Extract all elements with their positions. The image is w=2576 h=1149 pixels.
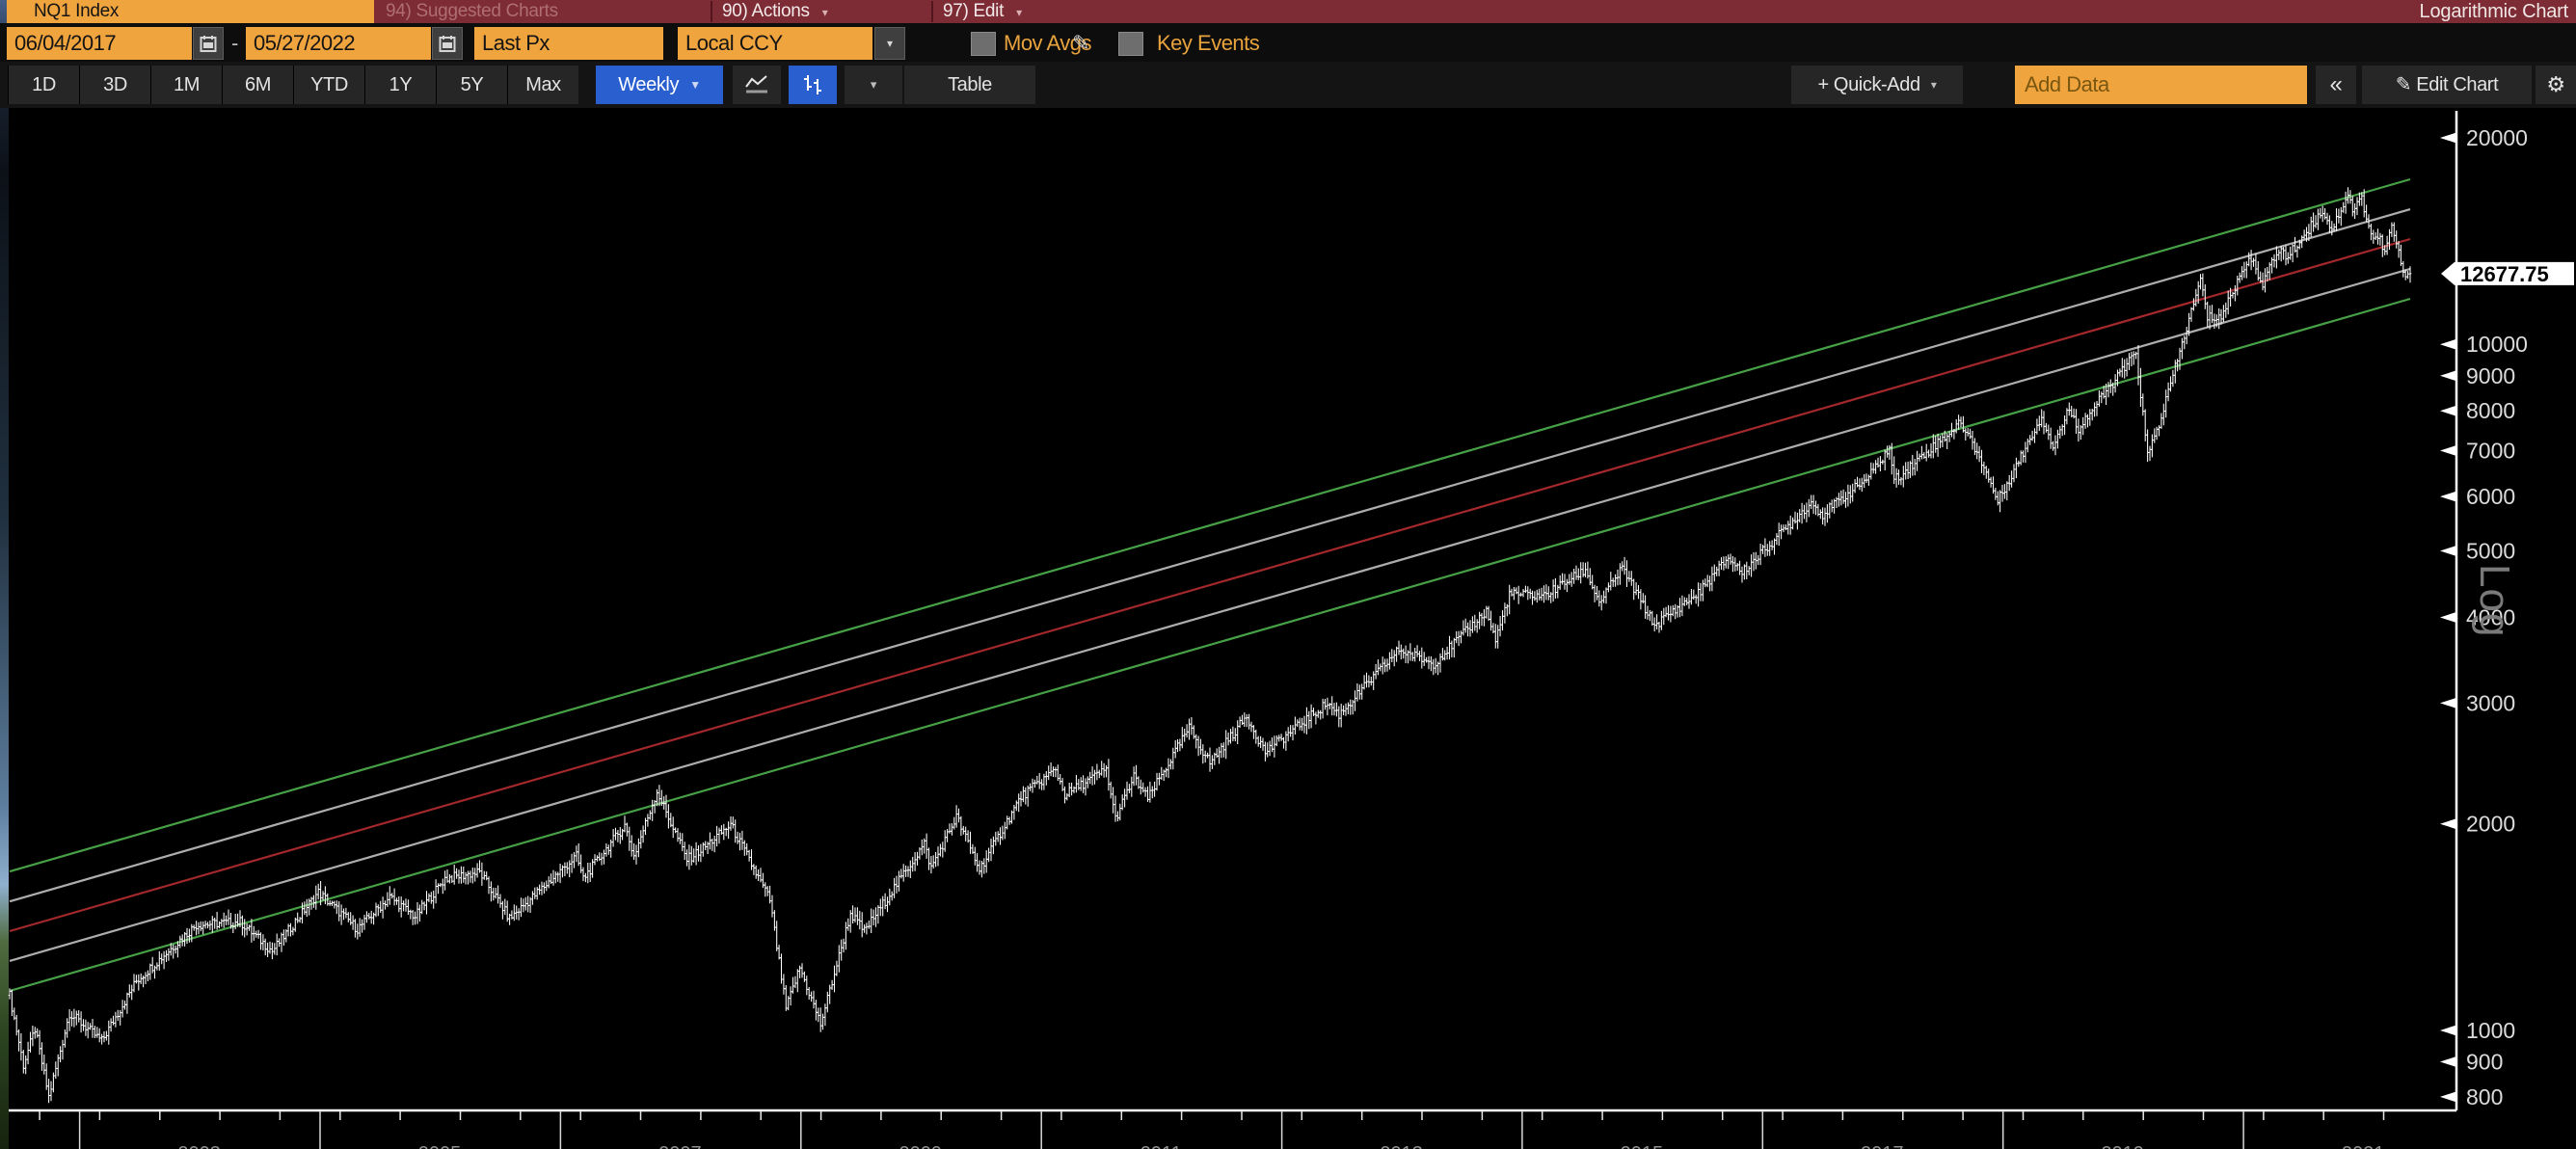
calendar-icon[interactable] <box>432 27 463 60</box>
x-axis-year-label: 2007 <box>658 1143 702 1149</box>
title-bar-background <box>374 0 2576 23</box>
y-axis-tick-label: 3000 <box>2466 690 2515 715</box>
y-axis-tick-label: 9000 <box>2466 363 2515 388</box>
period-select[interactable]: Weekly ▼ <box>596 66 723 104</box>
y-axis-tick-label: 20000 <box>2466 125 2528 150</box>
x-axis-year-label: 2019 <box>2101 1143 2144 1149</box>
x-axis-year-label: 2015 <box>1621 1143 1664 1149</box>
y-axis-tick-label: 800 <box>2466 1084 2503 1109</box>
edit-chart-label: Edit Chart <box>2416 74 2499 95</box>
chart-controls-bar: 06/04/2017 - 05/27/2022 Last Px Local CC… <box>0 23 2576 62</box>
range-tab-3d[interactable]: 3D <box>79 66 150 104</box>
y-axis-tick-label: 900 <box>2466 1050 2503 1075</box>
title-bar: NQ1 Index 94) Suggested Charts 90) Actio… <box>0 0 2576 23</box>
gear-icon[interactable]: ⚙ <box>2536 66 2576 104</box>
menu-separator <box>931 1 933 22</box>
line-chart-icon <box>745 75 767 94</box>
date-to-input[interactable]: 05/27/2022 <box>246 27 431 60</box>
actions-menu-button[interactable]: 90) Actions ▾ <box>722 0 828 23</box>
add-data-input[interactable] <box>2015 66 2307 104</box>
mov-avgs-label: Mov Avgs <box>1004 31 1091 55</box>
chart-toolbar: 1D 3D 1M 6M YTD 1Y 5Y Max Weekly ▼ <box>0 62 2576 108</box>
menu-separator <box>711 1 712 22</box>
mov-avgs-checkbox[interactable] <box>971 32 996 56</box>
date-range-dash: - <box>231 31 239 55</box>
range-tab-max[interactable]: Max <box>507 66 578 104</box>
edit-menu-button[interactable]: 97) Edit ▾ <box>943 0 1022 23</box>
chevron-down-icon: ▾ <box>886 37 894 50</box>
chart-type-dropdown-button[interactable]: ▾ <box>845 66 902 104</box>
edit-chart-button[interactable]: ✎ Edit Chart <box>2362 66 2532 104</box>
last-price-badge <box>2441 261 2574 285</box>
y-axis-tick-label: 4000 <box>2466 604 2515 629</box>
currency-select[interactable]: Local CCY <box>678 27 872 60</box>
y-axis-tick-label: 1000 <box>2466 1018 2515 1043</box>
collapse-panel-button[interactable]: « <box>2316 66 2356 104</box>
log-scale-watermark: Log <box>2471 564 2518 638</box>
actions-label: 90) Actions <box>722 1 810 21</box>
x-axis-year-label: 2009 <box>899 1143 943 1149</box>
range-tab-1m[interactable]: 1M <box>150 66 222 104</box>
chevron-down-icon: ▼ <box>689 78 701 92</box>
chevron-down-icon: ▾ <box>1930 78 1937 92</box>
chevron-down-icon: ▾ <box>1016 6 1022 19</box>
last-price-value: 12677.75 <box>2460 262 2549 286</box>
suggested-charts-button[interactable]: 94) Suggested Charts <box>386 1 558 21</box>
x-axis-year-label: 2013 <box>1380 1143 1423 1149</box>
range-tab-1d[interactable]: 1D <box>8 66 79 104</box>
key-events-checkbox[interactable] <box>1118 32 1143 56</box>
quick-add-label: + Quick-Add <box>1817 74 1920 95</box>
line-chart-type-button[interactable] <box>733 66 781 104</box>
study-select[interactable]: Last Px <box>474 27 663 60</box>
key-events-label: Key Events <box>1157 31 1260 55</box>
range-tab-5y[interactable]: 5Y <box>436 66 507 104</box>
date-from-input[interactable]: 06/04/2017 <box>7 27 192 60</box>
x-axis-year-label: 2011 <box>1140 1143 1182 1149</box>
edit-label: 97) Edit <box>943 1 1005 21</box>
x-axis-year-label: 2005 <box>418 1143 462 1149</box>
ohlc-bars-series <box>8 187 2412 1104</box>
chevron-down-icon: ▾ <box>870 77 877 92</box>
pencil-icon: ✎ <box>2395 74 2412 95</box>
pencil-icon[interactable]: ✎ <box>1072 31 1090 55</box>
range-tab-1y[interactable]: 1Y <box>364 66 436 104</box>
desktop-wallpaper-sliver <box>0 0 9 1149</box>
ohlc-chart-type-button[interactable] <box>789 66 837 104</box>
y-axis-tick-label: 10000 <box>2466 332 2528 357</box>
currency-dropdown-button[interactable]: ▾ <box>874 27 905 60</box>
y-axis-tick-label: 7000 <box>2466 438 2515 463</box>
y-axis-tick-label: 8000 <box>2466 398 2515 423</box>
chevron-down-icon: ▾ <box>821 6 828 19</box>
y-axis-tick-label: 2000 <box>2466 812 2515 837</box>
period-label: Weekly <box>618 74 680 95</box>
x-axis-year-label: 2017 <box>1861 1143 1904 1149</box>
table-button[interactable]: Table <box>904 66 1035 104</box>
x-axis-year-label: 2021 <box>2342 1143 2385 1149</box>
y-axis-tick-label: 6000 <box>2466 484 2515 509</box>
range-tab-ytd[interactable]: YTD <box>293 66 364 104</box>
chart-mode-title: Logarithmic Chart <box>2419 1 2569 22</box>
calendar-icon[interactable] <box>193 27 224 60</box>
quick-add-button[interactable]: + Quick-Add ▾ <box>1791 66 1963 104</box>
x-axis-year-label: 2003 <box>177 1143 221 1149</box>
ticker-input[interactable]: NQ1 Index <box>7 0 374 23</box>
y-axis-tick-label: 5000 <box>2466 538 2515 563</box>
range-tab-6m[interactable]: 6M <box>222 66 293 104</box>
ohlc-bars-icon <box>804 75 821 94</box>
